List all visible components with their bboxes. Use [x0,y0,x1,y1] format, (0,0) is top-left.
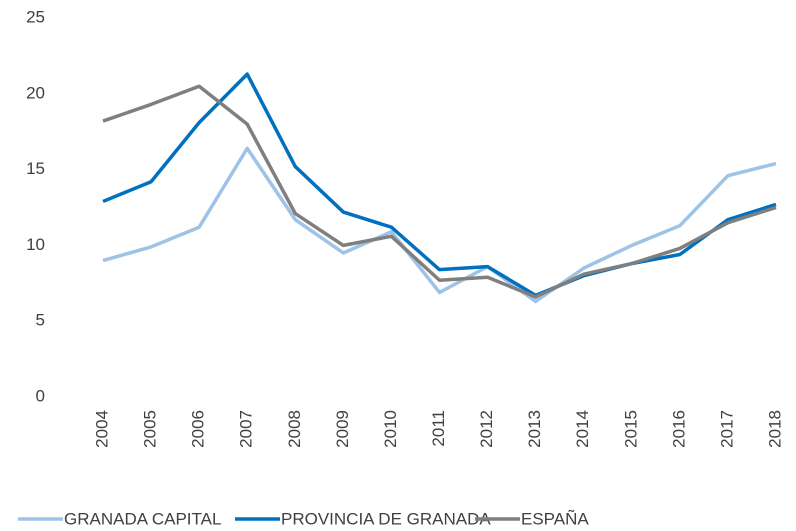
y-tick-label: 5 [36,311,45,330]
x-tick-label: 2008 [285,410,304,448]
legend-label: PROVINCIA DE GRANADA [281,509,491,528]
x-tick-label: 2017 [717,410,736,448]
y-tick-label: 15 [26,159,45,178]
y-tick-label: 25 [26,7,45,26]
x-tick-label: 2011 [429,410,448,447]
series-line [102,72,777,298]
series-line [102,84,777,299]
x-tick-label: 2012 [477,410,496,448]
x-tick-label: 2005 [141,410,160,448]
series-line [102,146,777,304]
x-tick-label: 2016 [669,410,688,448]
x-tick-label: 2006 [189,410,208,448]
x-tick-label: 2009 [333,410,352,448]
y-tick-label: 10 [26,235,45,254]
x-tick-label: 2013 [525,410,544,448]
x-tick-label: 2018 [765,410,784,448]
x-tick-label: 2007 [237,410,256,448]
legend-label: ESPAÑA [521,509,589,528]
x-tick-label: 2015 [621,410,640,448]
x-tick-label: 2004 [92,410,111,448]
x-tick-label: 2014 [573,410,592,448]
y-tick-label: 0 [36,386,45,405]
y-tick-label: 20 [26,83,45,102]
legend-label: GRANADA CAPITAL [64,509,221,528]
x-tick-label: 2010 [381,410,400,448]
